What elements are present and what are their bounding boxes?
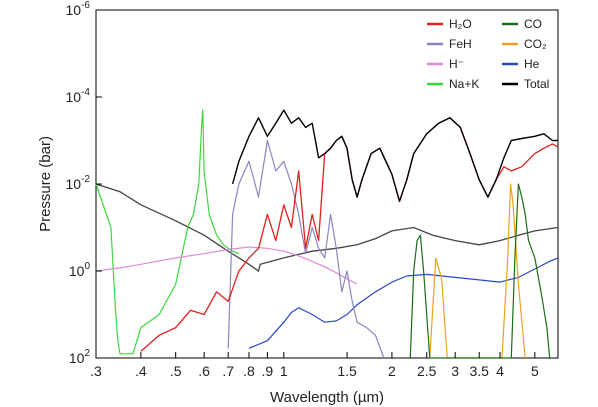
x-tick-label: 4 bbox=[496, 363, 504, 379]
legend-label: Na+K bbox=[449, 77, 479, 91]
x-tick-label: .5 bbox=[170, 363, 182, 379]
y-tick-label: 100 bbox=[69, 261, 91, 279]
x-tick-label: .4 bbox=[135, 363, 147, 379]
legend-label: CO bbox=[524, 17, 542, 31]
x-tick-label: 5 bbox=[531, 363, 539, 379]
x-tick-label: .3 bbox=[90, 363, 102, 379]
legend-label: He bbox=[524, 57, 540, 71]
series-he bbox=[248, 257, 559, 349]
y-tick-label: 10-6 bbox=[66, 0, 91, 18]
series-total-baseline bbox=[95, 183, 559, 273]
x-tick-label: 1.5 bbox=[337, 363, 357, 379]
legend-label: Total bbox=[524, 77, 549, 91]
x-tick-label: 1 bbox=[280, 363, 288, 379]
x-tick-label: 2 bbox=[388, 363, 396, 379]
y-tick-label: 10-2 bbox=[66, 174, 91, 192]
series-co- bbox=[429, 183, 526, 359]
x-tick-label: 2.5 bbox=[417, 363, 437, 379]
x-axis-title: Wavelength (µm) bbox=[270, 389, 384, 406]
series-feh bbox=[227, 139, 385, 359]
legend: H₂O CO FeH CO₂ H⁻ He Na+K Total bbox=[427, 17, 549, 91]
legend-label: H₂O bbox=[449, 17, 472, 31]
x-axis: .3 .4 .5 .6 .7 .8 .9 1 1.5 2 2.5 3 3.5 4 5 bbox=[90, 352, 539, 379]
y-axis: 10-6 10-4 10-2 100 102 bbox=[66, 0, 102, 366]
legend-label: H⁻ bbox=[449, 57, 464, 71]
series-co bbox=[409, 183, 551, 359]
x-tick-label: 3 bbox=[451, 363, 459, 379]
legend-label: FeH bbox=[449, 37, 472, 51]
series-layer bbox=[95, 109, 559, 359]
x-tick-label: .8 bbox=[243, 363, 255, 379]
y-tick-label: 102 bbox=[69, 348, 91, 366]
legend-label: CO₂ bbox=[524, 37, 547, 51]
x-tick-label: .9 bbox=[262, 363, 274, 379]
x-tick-label: .6 bbox=[198, 363, 210, 379]
plot-area bbox=[95, 9, 559, 359]
series-na-k bbox=[95, 109, 240, 355]
x-tick-label: 3.5 bbox=[469, 363, 489, 379]
series-total bbox=[231, 109, 558, 202]
y-axis-title: Pressure (bar) bbox=[37, 136, 54, 232]
x-tick-label: .7 bbox=[222, 363, 234, 379]
series-h- bbox=[95, 246, 358, 285]
y-tick-label: 10-4 bbox=[66, 87, 91, 105]
plot-frame bbox=[95, 9, 559, 359]
